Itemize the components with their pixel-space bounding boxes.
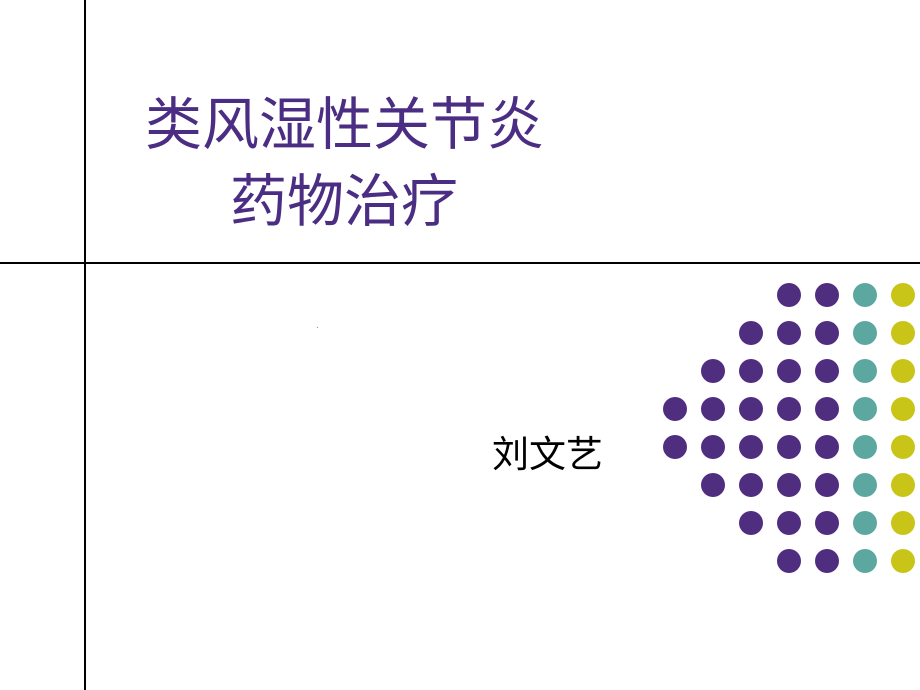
dot-row [663,473,920,497]
dot-yellow [891,549,915,573]
dot-yellow [891,283,915,307]
dot-teal [853,283,877,307]
dot-teal [853,397,877,421]
dot-purple [739,435,763,459]
dot-teal [853,473,877,497]
dot-row [663,283,920,307]
title-line-2: 药物治疗 [145,165,544,242]
dot-yellow [891,321,915,345]
dot-purple [777,359,801,383]
dot-teal [853,549,877,573]
dot-row [663,321,920,345]
dot-teal [853,435,877,459]
dot-row [663,549,920,573]
dot-purple [739,397,763,421]
dot-teal [853,511,877,535]
dot-purple [777,511,801,535]
dot-yellow [891,397,915,421]
dot-yellow [891,473,915,497]
dot-purple [777,549,801,573]
dot-purple [815,321,839,345]
dot-purple [663,435,687,459]
dot-purple [701,473,725,497]
dot-purple [815,435,839,459]
dot-purple [701,359,725,383]
dot-purple [739,473,763,497]
dot-purple [739,511,763,535]
dot-purple [815,511,839,535]
center-mark: . [316,320,319,331]
dot-teal [853,359,877,383]
dot-purple [815,397,839,421]
dot-purple [701,397,725,421]
dot-purple [663,397,687,421]
dot-purple [777,397,801,421]
dot-purple [815,473,839,497]
dot-purple [777,473,801,497]
author-name: 刘文艺 [492,424,603,478]
title-block: 类风湿性关节炎 药物治疗 [145,88,544,242]
dot-purple [739,321,763,345]
slide-container: 类风湿性关节炎 药物治疗 . 刘文艺 [0,0,920,690]
dot-row [663,397,920,421]
dot-purple [701,435,725,459]
horizontal-divider [0,262,920,264]
dot-purple [739,359,763,383]
dot-purple [815,359,839,383]
dot-row [663,511,920,535]
dot-purple [815,549,839,573]
dot-purple [777,435,801,459]
dot-purple [777,321,801,345]
title-line-1: 类风湿性关节炎 [145,88,544,165]
dot-yellow [891,511,915,535]
dot-yellow [891,435,915,459]
dot-row [663,435,920,459]
dot-yellow [891,359,915,383]
decorative-dot-grid [663,283,920,573]
dot-purple [815,283,839,307]
dot-purple [777,283,801,307]
dot-row [663,359,920,383]
vertical-divider [84,0,86,690]
dot-teal [853,321,877,345]
